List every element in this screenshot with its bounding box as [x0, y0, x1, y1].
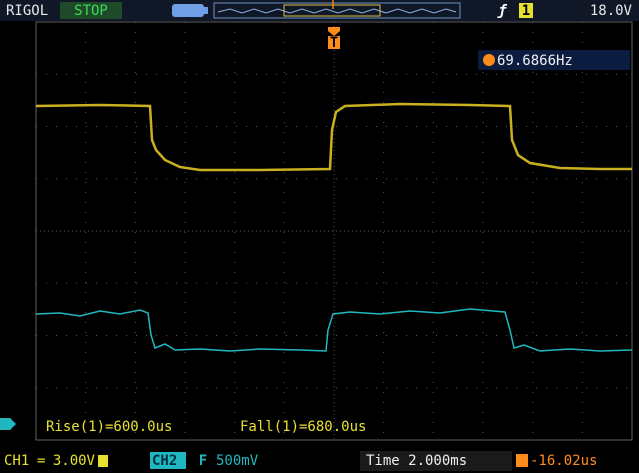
frequency: 69.6866Hz	[497, 53, 573, 69]
ch1-bw-icon	[98, 455, 108, 467]
trigger-position-label: T	[330, 35, 338, 51]
memory-icon	[172, 4, 204, 17]
ch2-coupling: F	[199, 453, 207, 469]
brand: RIGOL	[6, 3, 48, 19]
memory-icon-tip	[204, 7, 208, 14]
frequency-box	[478, 50, 630, 70]
trigger-edge-icon: ƒ	[497, 3, 508, 19]
overview-window	[283, 4, 381, 17]
ch2-scale: 500mV	[216, 453, 259, 469]
grid	[36, 22, 632, 440]
timebase: Time 2.000ms	[366, 453, 467, 469]
waveform-overview	[213, 2, 461, 19]
frequency-icon	[483, 54, 495, 66]
top-bar	[0, 0, 639, 21]
run-status: STOP	[74, 3, 108, 19]
ch2-label-box	[150, 452, 186, 469]
ch1-label: CH1	[4, 453, 29, 469]
ch2-trace	[35, 308, 633, 352]
grid-border	[35, 21, 633, 441]
trigger-source: 1	[522, 3, 530, 19]
trigger-position-box	[328, 36, 340, 49]
status-box	[60, 2, 122, 19]
trigger-offset: -16.02us	[530, 453, 597, 469]
ch2-ground-marker	[0, 418, 16, 430]
measurement-rise: Rise(1)=600.0us	[46, 419, 172, 435]
overview-trigger-marker: T	[329, 0, 338, 13]
trigger-offset-icon	[516, 454, 528, 467]
ch1-scale: 3.00V	[53, 453, 96, 469]
ch1-trace	[35, 102, 632, 172]
overview-trace	[217, 8, 457, 14]
ch1-coupling-icon: =	[37, 453, 45, 469]
trigger-source-box	[519, 3, 533, 18]
ch2-label: CH2	[152, 453, 177, 469]
trigger-level: 18.0V	[590, 3, 633, 19]
trigger-position-arrow	[328, 27, 340, 36]
measurement-fall: Fall(1)=680.0us	[240, 419, 366, 435]
timebase-box	[360, 451, 512, 471]
